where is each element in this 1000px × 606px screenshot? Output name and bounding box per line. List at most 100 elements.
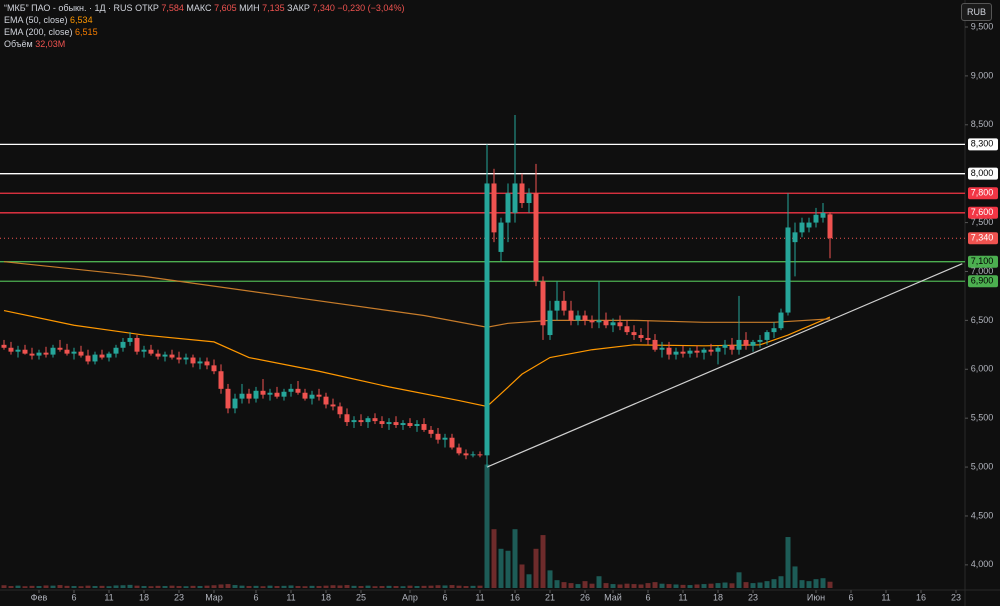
candle-body [197,361,203,364]
candle-body [491,183,497,233]
volume-bar [379,586,385,588]
x-tick-label: 11 [678,592,687,602]
candle-body [309,394,315,399]
level-tag [968,232,998,245]
volume-bar [288,585,294,588]
level-label: 6,900 [971,276,994,286]
volume-bar [673,584,679,588]
candle-body [568,310,574,321]
candle-body [624,326,630,333]
volume-bar [330,585,336,588]
volume-bar [701,584,707,588]
volume-bar [610,584,616,588]
candle-body [547,310,553,336]
candle-body [29,353,35,356]
candle-body [680,351,686,354]
y-tick-label: 5,000 [971,461,994,471]
volume-bar [141,586,147,588]
field-value: 7,340 [312,3,335,13]
candle-body [1,344,7,348]
candle-body [554,300,560,311]
volume-bar [57,585,63,588]
candle-body [323,396,329,405]
indicator-name: Объём [4,39,33,49]
candle-body [603,320,609,326]
volume-bar [43,585,49,588]
field-value: 7,584 [161,3,184,13]
level-tag [968,255,998,268]
volume-bar [421,585,427,588]
candle-body [449,437,455,448]
volume-bar [36,586,42,588]
field-name: ОТКР [135,3,159,13]
volume-bar [484,464,490,588]
candle-body [379,421,385,425]
volume-bar [85,585,91,588]
candle-body [414,424,420,426]
candle-body [687,350,693,354]
volume-bar [22,586,28,588]
candle-body [645,337,651,340]
candle-body [50,347,56,355]
candle-body [64,349,70,354]
candle-body [505,193,511,223]
candle-body [498,222,504,252]
candle-body [274,392,280,397]
candle-body [372,418,378,422]
y-tick-label: 9,000 [971,70,994,80]
currency-button[interactable]: RUB [960,3,992,21]
volume-bar [148,586,154,588]
volume-bar [820,578,826,588]
candle-body [778,312,784,329]
volume-bar [78,586,84,588]
candle-body [316,394,322,397]
volume-bar [253,585,259,588]
candle-body [820,212,826,218]
x-tick-label: Апр [402,592,418,602]
volume-bar [470,585,476,588]
candle-body [211,365,217,372]
volume-bar [659,583,665,588]
candle-body [239,393,245,399]
volume-bar [743,582,749,588]
candle-body [57,347,63,350]
candle-body [673,351,679,355]
candle-body [295,388,301,393]
candle-body [526,193,532,204]
candle-body [141,349,147,352]
level-label: 7,600 [971,207,994,217]
candle-body [344,414,350,423]
volume-bar [134,585,140,588]
volume-bar [274,586,280,588]
x-tick-label: 18 [713,592,723,602]
candle-body [785,227,791,313]
candle-body [351,420,357,423]
volume-bar [533,548,539,588]
volume-bar [358,586,364,588]
candle-body [162,354,168,357]
candle-body [85,355,91,362]
level-tag [968,167,998,180]
volume-bar [407,585,413,588]
candle-body [358,420,364,423]
volume-bar [64,585,70,588]
candle-body [183,357,189,360]
volume-bar [680,584,686,588]
candle-body [764,332,770,340]
candle-body [631,332,637,336]
volume-bar [456,585,462,588]
volume-bar [246,586,252,588]
indicator-name: EMA (50, close) [4,15,68,25]
volume-bar [666,584,672,588]
level-label: 7,100 [971,256,994,266]
level-label: 8,300 [971,139,994,149]
y-tick-label: 6,500 [971,315,994,325]
candle-body [15,349,21,352]
ema-line [3,310,831,408]
candle-body [71,351,77,354]
candle-body [120,341,126,348]
candle-body [806,222,812,228]
candle-body [36,352,42,356]
candle-body [155,353,161,357]
